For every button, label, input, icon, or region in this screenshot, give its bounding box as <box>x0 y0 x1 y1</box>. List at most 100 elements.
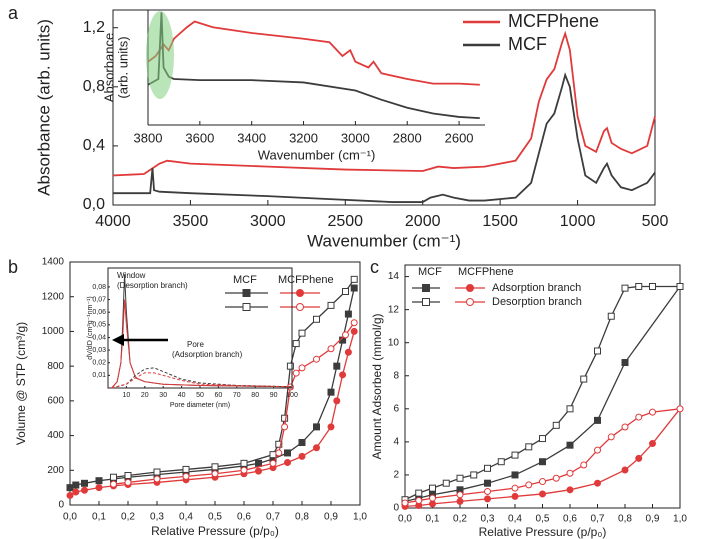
x-tick-label: 3400 <box>237 130 266 145</box>
marker <box>484 464 491 472</box>
marker <box>327 301 335 309</box>
series-line <box>111 372 293 389</box>
marker <box>313 355 320 363</box>
x-tick-label: 1000 <box>560 213 596 230</box>
marker <box>539 458 546 466</box>
x-tick-label: 10 <box>123 392 131 399</box>
x-tick-label: 2000 <box>405 213 441 230</box>
x-tick-label: 0,1 <box>426 514 440 525</box>
x-tick-label: 100 <box>286 392 298 399</box>
x-tick-label: 0,8 <box>618 514 632 525</box>
marker <box>484 495 491 503</box>
y-tick-label: 1000 <box>42 326 65 337</box>
legend-header: MCFPhene <box>278 274 334 286</box>
x-tick-label: 2600 <box>445 130 474 145</box>
x-tick-label: 0,1 <box>92 512 106 523</box>
y-tick-label: 12 <box>388 304 400 315</box>
marker <box>580 375 588 383</box>
x-tick-label: 2500 <box>327 213 363 230</box>
x-tick-label: 0,5 <box>536 514 550 525</box>
marker <box>442 479 450 487</box>
marker <box>298 439 306 447</box>
x-tick-label: 3800 <box>134 130 163 145</box>
marker <box>269 451 277 459</box>
legend-label: MCFPhene <box>508 11 599 31</box>
marker <box>153 468 161 476</box>
marker <box>580 461 588 469</box>
x-tick-label: 70 <box>233 392 241 399</box>
y-tick-label: 2 <box>393 470 399 481</box>
x-tick-label: 2800 <box>393 130 422 145</box>
y-tick-label: 0,05 <box>92 322 106 329</box>
legend-marker <box>296 289 304 297</box>
marker <box>292 340 300 348</box>
marker <box>298 452 306 460</box>
x-tick-label: 500 <box>642 213 669 230</box>
marker <box>81 479 88 487</box>
annotation: Window <box>117 271 146 280</box>
marker <box>635 413 643 421</box>
marker <box>415 489 423 497</box>
x-axis-label: Relative Pressure (p/p₀) <box>479 525 607 539</box>
panel-label: c <box>370 257 379 277</box>
panel-label: b <box>8 257 18 277</box>
marker <box>344 348 352 356</box>
y-tick-label: 14 <box>388 271 400 282</box>
marker <box>415 497 423 505</box>
x-tick-label: 90 <box>270 392 278 399</box>
marker <box>552 421 560 429</box>
x-tick-label: 0,6 <box>563 514 577 525</box>
marker <box>327 345 335 353</box>
y-axis-label: Volume @ STP (cm³/g) <box>14 322 28 445</box>
y-tick-label: 1400 <box>42 257 65 268</box>
x-tick-label: 3000 <box>341 130 370 145</box>
x-tick-label: 0,0 <box>398 514 412 525</box>
marker <box>298 364 306 372</box>
x-tick-label: 0,8 <box>295 512 309 523</box>
series-line <box>113 72 656 203</box>
marker <box>240 459 248 467</box>
y-tick-label: 0,06 <box>92 309 106 316</box>
marker <box>525 481 533 489</box>
annotation: (Adsorption branch) <box>172 350 243 359</box>
x-tick-label: 0,2 <box>121 512 135 523</box>
x-tick-label: 0,3 <box>150 512 164 523</box>
marker <box>284 449 291 457</box>
y-tick-label: 6 <box>393 403 399 414</box>
x-axis-label: Wavenumber (cm⁻¹) <box>258 147 376 162</box>
legend-marker <box>466 298 474 306</box>
y-axis-label: Amount Adsorbed (mmol/g) <box>370 313 384 459</box>
marker <box>676 405 684 413</box>
x-tick-label: 0,2 <box>453 514 467 525</box>
series-line <box>112 30 656 177</box>
y-tick-label: 0,07 <box>92 296 106 303</box>
legend-header: MCF <box>233 274 257 286</box>
marker <box>298 329 306 337</box>
y-axis-label: dV/dD (cm³g⁻¹nm⁻¹) <box>87 296 94 359</box>
highlight-ellipse <box>146 11 174 99</box>
marker <box>594 416 601 424</box>
y-tick-label: 10 <box>388 337 400 348</box>
marker <box>339 371 347 379</box>
x-tick-label: 3000 <box>250 213 286 230</box>
y-axis-label: Absorbance (arb. units) <box>34 19 53 196</box>
x-tick-label: 60 <box>215 392 223 399</box>
marker <box>649 408 656 416</box>
legend-header: MCFPhene <box>458 266 514 278</box>
marker <box>566 441 574 449</box>
plot-frame <box>112 9 656 206</box>
marker <box>292 369 300 377</box>
x-tick-label: 0,5 <box>208 512 222 523</box>
marker <box>95 477 103 485</box>
marker <box>344 310 352 318</box>
marker <box>275 449 283 457</box>
marker <box>594 347 601 355</box>
marker <box>484 487 491 495</box>
marker <box>649 440 656 448</box>
marker <box>124 471 132 479</box>
marker <box>456 497 464 505</box>
marker <box>497 458 505 466</box>
marker <box>275 440 283 448</box>
marker <box>81 486 88 494</box>
